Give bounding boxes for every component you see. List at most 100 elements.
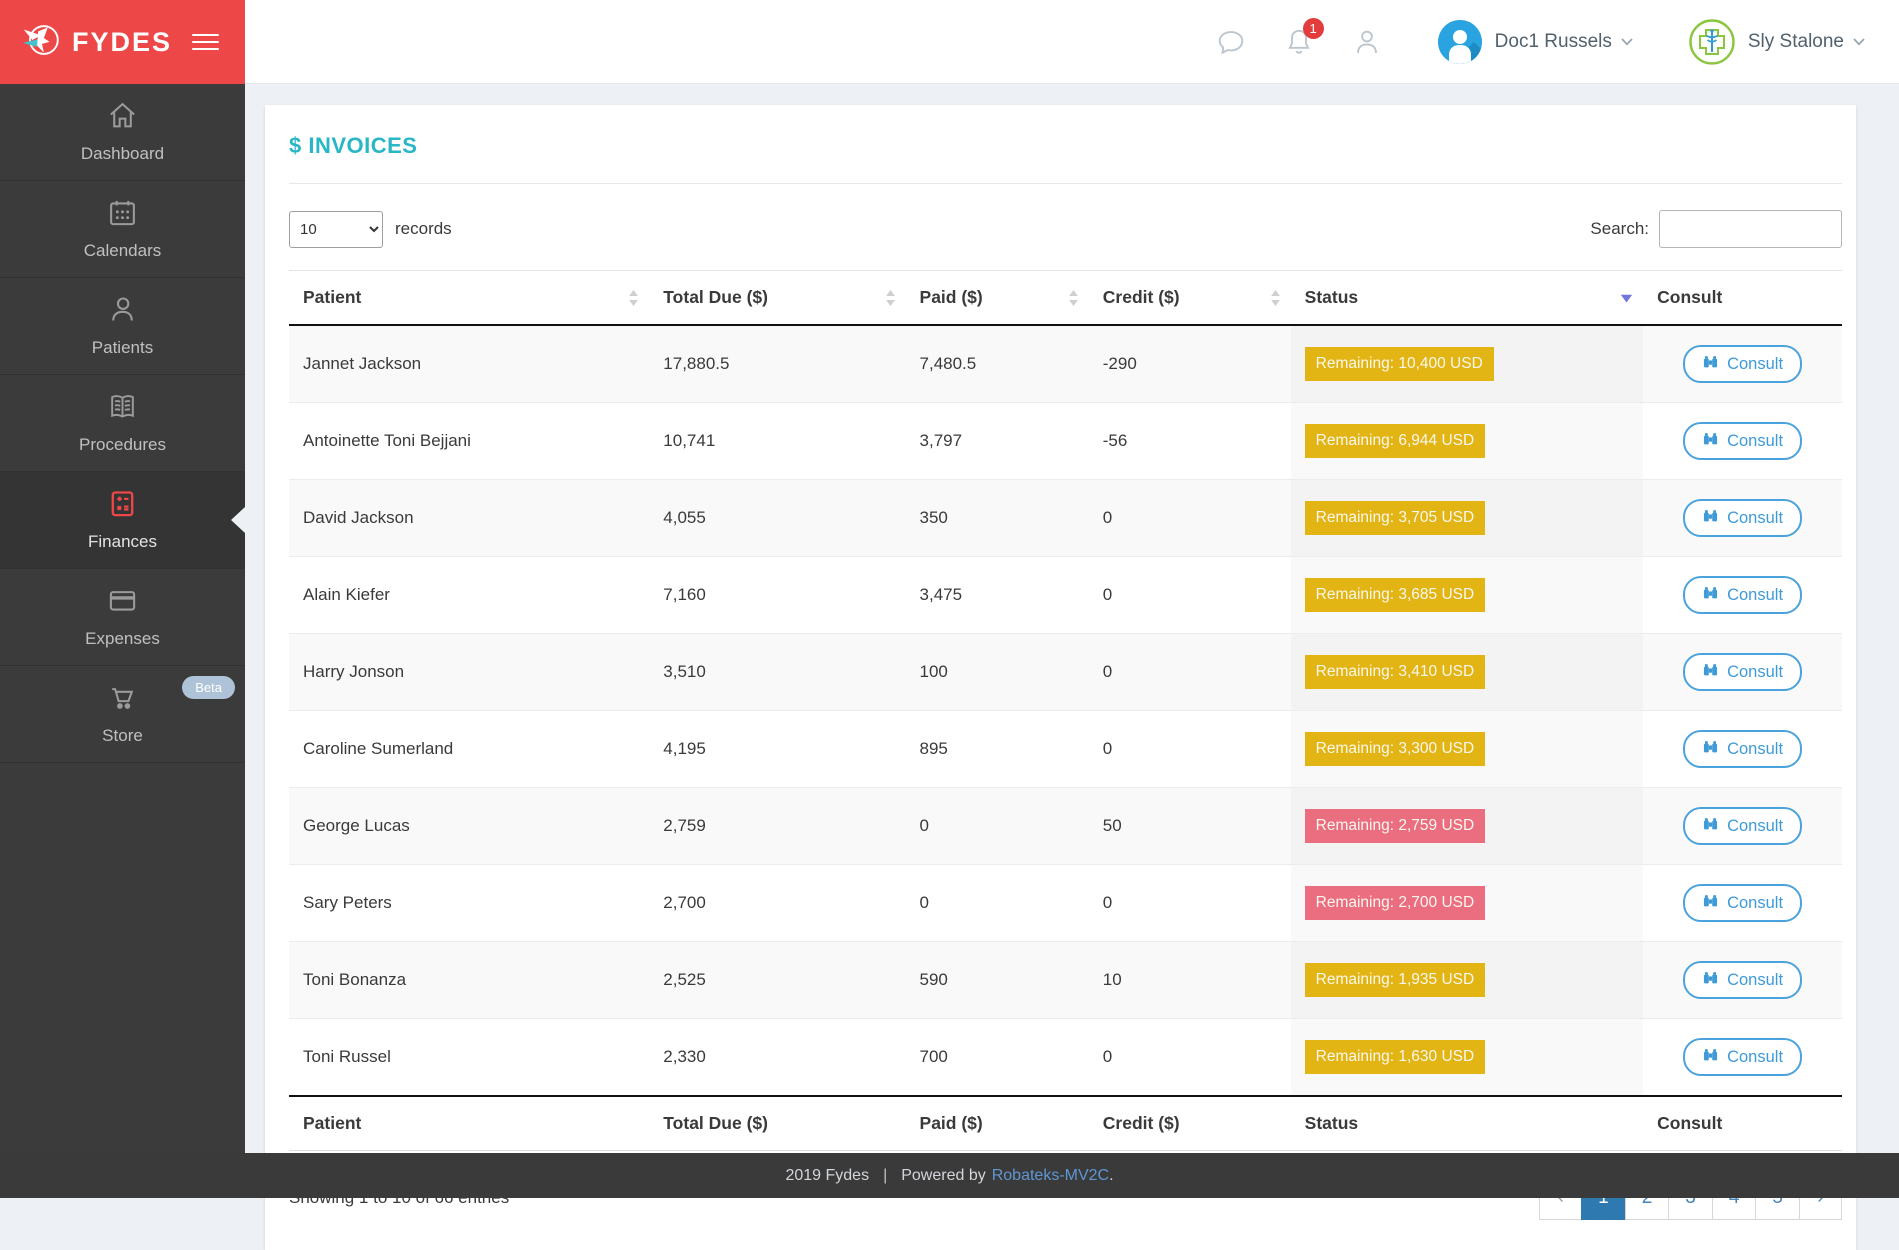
consult-button[interactable]: Consult bbox=[1683, 499, 1803, 537]
credit-value: -290 bbox=[1088, 325, 1291, 403]
binoculars-icon bbox=[1702, 354, 1719, 374]
table-row: Antoinette Toni Bejjani 10,741 3,797 -56 Rem… bbox=[289, 402, 1842, 480]
column-header-patient[interactable]: Patient bbox=[289, 270, 650, 326]
consult-button-label: Consult bbox=[1727, 893, 1784, 912]
sidebar-item-patients[interactable]: Patients bbox=[0, 278, 245, 375]
status-cell: Remaining: 3,300 USD bbox=[1290, 710, 1644, 788]
sort-desc-icon bbox=[1620, 293, 1633, 302]
search-input[interactable] bbox=[1659, 210, 1842, 248]
consult-button[interactable]: Consult bbox=[1683, 730, 1803, 768]
sidebar-item-expenses[interactable]: Expenses bbox=[0, 569, 245, 666]
footer-year: 2019 Fydes bbox=[785, 1166, 870, 1184]
footer-divider: | bbox=[883, 1166, 888, 1184]
consult-button-label: Consult bbox=[1727, 585, 1784, 604]
consult-button-label: Consult bbox=[1727, 431, 1784, 450]
brand-logo[interactable]: FYDES bbox=[0, 0, 245, 84]
table-row: Harry Jonson 3,510 100 0 Remaining: 3,410 US… bbox=[289, 633, 1842, 711]
sidebar-item-store[interactable]: Store Beta bbox=[0, 666, 245, 763]
footer-powered-by: Powered by bbox=[901, 1166, 986, 1184]
credit-value: 0 bbox=[1088, 710, 1291, 788]
column-label: Paid ($) bbox=[919, 1113, 983, 1133]
menu-toggle-icon[interactable] bbox=[192, 34, 220, 50]
consult-cell: Consult bbox=[1643, 402, 1842, 480]
consult-button[interactable]: Consult bbox=[1683, 576, 1803, 614]
binoculars-icon bbox=[1702, 893, 1719, 913]
paid-value: 350 bbox=[905, 479, 1089, 557]
column-header-status: Status bbox=[1290, 1096, 1644, 1151]
total-due-value: 2,759 bbox=[649, 787, 906, 865]
cart-icon bbox=[107, 682, 138, 718]
notification-badge: 1 bbox=[1302, 18, 1324, 39]
column-header-total-due: Total Due ($) bbox=[649, 1096, 906, 1151]
notifications-bell-icon[interactable]: 1 bbox=[1284, 18, 1324, 57]
patient-name: Toni Bonanza bbox=[289, 941, 650, 1019]
column-header-consult: Consult bbox=[1643, 270, 1842, 326]
user-avatar bbox=[1437, 20, 1482, 64]
patient-name: David Jackson bbox=[289, 479, 650, 557]
user-icon[interactable] bbox=[1352, 27, 1382, 57]
total-due-value: 2,700 bbox=[649, 864, 906, 942]
column-label: Patient bbox=[303, 287, 362, 307]
records-select[interactable]: 10 bbox=[289, 210, 383, 248]
column-label: Status bbox=[1304, 287, 1359, 307]
sidebar-item-procedures[interactable]: Procedures bbox=[0, 375, 245, 472]
table-row: Alain Kiefer 7,160 3,475 0 Remaining: 3,685 … bbox=[289, 556, 1842, 634]
consult-button[interactable]: Consult bbox=[1683, 884, 1803, 922]
sidebar-item-calendars[interactable]: Calendars bbox=[0, 181, 245, 278]
sort-icons bbox=[628, 289, 639, 306]
paid-value: 3,797 bbox=[905, 402, 1089, 480]
sidebar-item-dashboard[interactable]: Dashboard bbox=[0, 84, 245, 181]
column-header-total-due[interactable]: Total Due ($) bbox=[649, 270, 906, 326]
page-title: $ INVOICES bbox=[289, 133, 418, 158]
status-badge: Remaining: 3,410 USD bbox=[1304, 655, 1486, 689]
status-badge: Remaining: 2,700 USD bbox=[1304, 886, 1486, 920]
consult-button[interactable]: Consult bbox=[1683, 422, 1803, 460]
main-content: $ INVOICES 10 records Search: Patient Tot… bbox=[245, 84, 1899, 1250]
clinic-name: Sly Stalone bbox=[1747, 31, 1844, 52]
status-badge: Remaining: 6,944 USD bbox=[1304, 424, 1486, 458]
total-due-value: 4,055 bbox=[649, 479, 906, 557]
column-header-credit[interactable]: Credit ($) bbox=[1088, 270, 1291, 326]
invoices-table: Patient Total Due ($) Paid ($) Credit ($) St… bbox=[289, 270, 1842, 1151]
status-cell: Remaining: 10,400 USD bbox=[1290, 325, 1644, 403]
brand-name: FYDES bbox=[72, 26, 173, 57]
person-icon bbox=[107, 294, 138, 330]
consult-button[interactable]: Consult bbox=[1683, 807, 1803, 845]
paid-value: 700 bbox=[905, 1018, 1089, 1097]
footer-vendor-link[interactable]: Robateks-MV2C bbox=[991, 1166, 1110, 1184]
consult-button[interactable]: Consult bbox=[1683, 961, 1803, 999]
column-header-status[interactable]: Status bbox=[1290, 270, 1644, 326]
status-cell: Remaining: 3,685 USD bbox=[1290, 556, 1644, 634]
patient-name: Caroline Sumerland bbox=[289, 710, 650, 788]
column-label: Credit ($) bbox=[1102, 287, 1180, 307]
binoculars-icon bbox=[1702, 970, 1719, 990]
consult-button-label: Consult bbox=[1727, 739, 1784, 758]
consult-cell: Consult bbox=[1643, 864, 1842, 942]
column-header-paid[interactable]: Paid ($) bbox=[905, 270, 1089, 326]
consult-cell: Consult bbox=[1643, 710, 1842, 788]
total-due-value: 2,330 bbox=[649, 1018, 906, 1097]
credit-value: 50 bbox=[1088, 787, 1291, 865]
status-cell: Remaining: 3,410 USD bbox=[1290, 633, 1644, 711]
status-badge: Remaining: 1,630 USD bbox=[1304, 1040, 1486, 1074]
consult-button[interactable]: Consult bbox=[1683, 653, 1803, 691]
chat-icon[interactable] bbox=[1216, 27, 1246, 57]
total-due-value: 10,741 bbox=[649, 402, 906, 480]
table-row: Sary Peters 2,700 0 0 Remaining: 2,700 USD Co… bbox=[289, 864, 1842, 942]
sidebar-item-label: Finances bbox=[88, 532, 157, 551]
home-icon bbox=[107, 100, 138, 136]
credit-value: -56 bbox=[1088, 402, 1291, 480]
current-user-menu[interactable]: Doc1 Russels bbox=[1437, 20, 1633, 64]
clinic-menu[interactable]: Sly Stalone bbox=[1688, 19, 1865, 65]
sidebar-item-finances[interactable]: Finances bbox=[0, 472, 245, 569]
table-row: Caroline Sumerland 4,195 895 0 Remaining: 3,… bbox=[289, 710, 1842, 788]
consult-button[interactable]: Consult bbox=[1683, 1038, 1803, 1076]
column-label: Status bbox=[1304, 1113, 1359, 1133]
consult-button-label: Consult bbox=[1727, 1047, 1784, 1066]
paid-value: 100 bbox=[905, 633, 1089, 711]
column-label: Patient bbox=[303, 1113, 362, 1133]
total-due-value: 3,510 bbox=[649, 633, 906, 711]
column-header-credit: Credit ($) bbox=[1088, 1096, 1291, 1151]
consult-button[interactable]: Consult bbox=[1683, 345, 1803, 383]
sidebar-item-label: Calendars bbox=[83, 241, 162, 260]
